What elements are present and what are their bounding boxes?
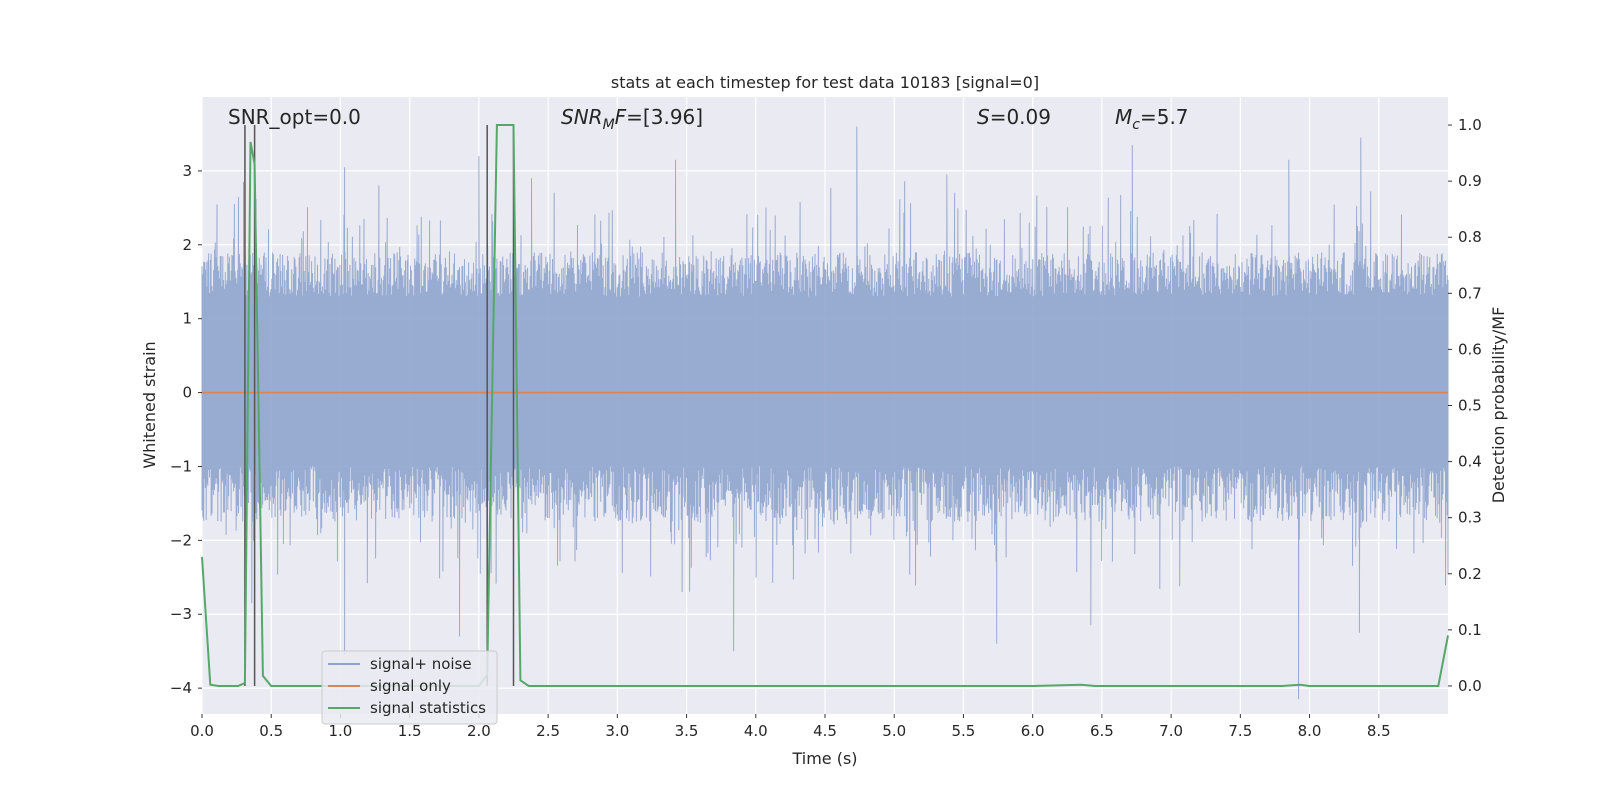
y-tick-label: 0 — [182, 384, 192, 402]
y-axis-right-label: Detection probability/MF — [1489, 307, 1508, 504]
x-tick-label: 8.0 — [1298, 722, 1322, 740]
y-right-tick-label: 0.1 — [1458, 621, 1482, 639]
x-axis-label: Time (s) — [791, 749, 857, 768]
y-right-tick-label: 0.0 — [1458, 677, 1482, 695]
x-tick-label: 0.0 — [190, 722, 214, 740]
annotation-s-main: S — [977, 105, 990, 129]
x-tick-label: 5.0 — [882, 722, 906, 740]
annotation-snr-mf-rest: F=[3.96] — [615, 105, 703, 129]
y-tick-label: 3 — [182, 162, 192, 180]
y-tick-label: 1 — [182, 310, 192, 328]
lines-layer — [201, 124, 1449, 687]
x-tick-label: 6.0 — [1021, 722, 1045, 740]
x-tick-label: 7.0 — [1159, 722, 1183, 740]
annotation-mc-main: M — [1115, 105, 1132, 129]
y-tick-label: −3 — [170, 605, 192, 623]
annotation-mc: Mc=5.7 — [1115, 105, 1189, 133]
annotation-snr-opt: SNR_opt=0.0 — [228, 105, 361, 129]
y-right-tick-label: 0.2 — [1458, 565, 1482, 583]
annotation-snr-mf: SNRMF=[3.96] — [561, 105, 703, 133]
x-tick-label: 3.0 — [605, 722, 629, 740]
annotation-mc-sub: c — [1132, 117, 1140, 133]
annotation-mc-rest: =5.7 — [1140, 105, 1189, 129]
x-tick-label: 8.5 — [1367, 722, 1391, 740]
x-tick-label: 4.0 — [744, 722, 768, 740]
x-tick-label: 0.5 — [259, 722, 283, 740]
axis-layer: 0.0 0.5 1.0 1.5 2.0 2.5 3.0 3.5 4.0 4.5 5.0 5.5 6.0 6… — [170, 116, 1482, 740]
x-tick-label: 3.5 — [675, 722, 699, 740]
y-tick-label: −4 — [170, 679, 192, 697]
y-right-tick-label: 0.9 — [1458, 172, 1482, 190]
legend-label-signal-only: signal only — [370, 677, 451, 695]
legend: signal+ noise signal only signal statist… — [321, 650, 498, 725]
series-signal-noise — [201, 126, 1449, 700]
x-tick-label: 7.5 — [1228, 722, 1252, 740]
y-right-tick-label: 0.3 — [1458, 509, 1482, 527]
legend-label-signal-statistics: signal statistics — [370, 699, 486, 717]
annotation-snr-mf-sub: M — [603, 117, 615, 133]
x-tick-label: 4.5 — [813, 722, 837, 740]
y-right-tick-label: 0.7 — [1458, 284, 1482, 302]
y-tick-label: 2 — [182, 236, 192, 254]
x-tick-label: 2.0 — [467, 722, 491, 740]
chart-title: stats at each timestep for test data 101… — [611, 73, 1039, 92]
x-tick-label: 1.0 — [329, 722, 353, 740]
noise-layer — [201, 126, 1449, 700]
x-tick-label: 6.5 — [1090, 722, 1114, 740]
y-right-tick-label: 0.5 — [1458, 397, 1482, 415]
y-right-tick-label: 0.6 — [1458, 340, 1482, 358]
annotation-snr-mf-main: SNR — [561, 105, 603, 129]
series-signal-statistics — [201, 124, 1449, 687]
legend-box — [321, 650, 498, 725]
y-axis-label: Whitened strain — [140, 341, 159, 468]
x-tick-label: 1.5 — [398, 722, 422, 740]
x-tick-label: 5.5 — [952, 722, 976, 740]
y-right-tick-label: 0.4 — [1458, 453, 1482, 471]
y-tick-label: −1 — [170, 457, 192, 475]
annotation-s-rest: =0.09 — [990, 105, 1051, 129]
y-right-tick-label: 1.0 — [1458, 116, 1482, 134]
y-right-tick-label: 0.8 — [1458, 228, 1482, 246]
annotation-s: S=0.09 — [977, 105, 1051, 129]
legend-label-signal-noise: signal+ noise — [370, 655, 472, 673]
x-tick-label: 2.5 — [536, 722, 560, 740]
y-tick-label: −2 — [170, 531, 192, 549]
